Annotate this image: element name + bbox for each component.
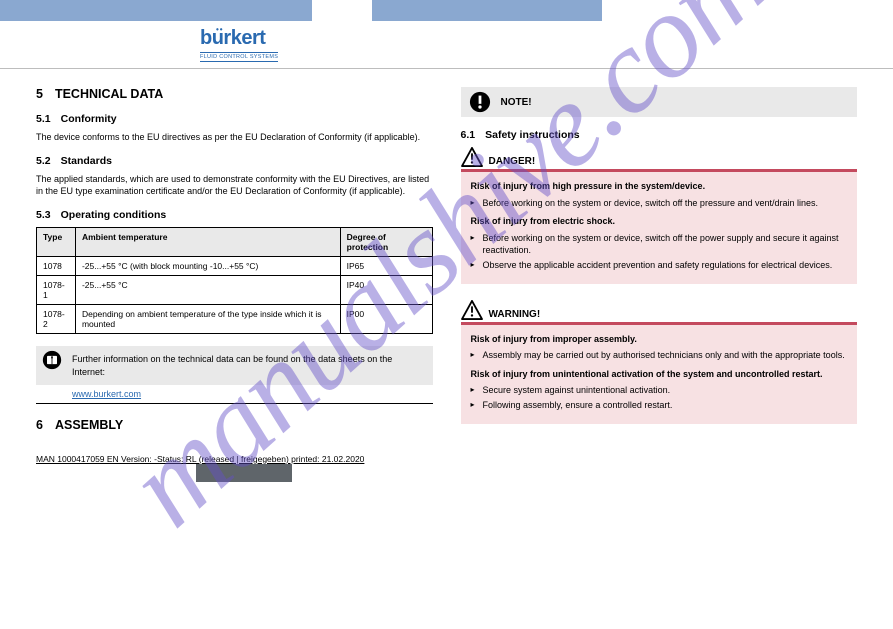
cell: -25...+55 °C (with block mounting -10...…: [75, 257, 340, 276]
section-5-heading: 5 TECHNICAL DATA: [36, 87, 433, 101]
hazard-lead: Risk of injury from improper assembly.: [471, 333, 848, 346]
danger-block: DANGER! Risk of injury from high pressur…: [461, 147, 858, 284]
top-tab-bar: [0, 0, 893, 21]
section-number: 6: [36, 418, 43, 432]
section-title: TECHNICAL DATA: [55, 87, 163, 101]
hazard-level: WARNING!: [489, 309, 541, 320]
cell: 1078-2: [37, 305, 76, 334]
hazard-list: Assembly may be carried out by authorise…: [471, 349, 848, 362]
paragraph: The device conforms to the EU directives…: [36, 131, 433, 143]
hazard-list: Before working on the system or device, …: [471, 232, 848, 272]
list-item: Following assembly, ensure a controlled …: [471, 399, 848, 412]
th-type: Type: [37, 228, 76, 257]
divider: [36, 403, 433, 404]
conditions-table: Type Ambient temperature Degree of prote…: [36, 227, 433, 334]
logo-brand: •• burkert: [200, 27, 300, 50]
tab-gap: [602, 0, 893, 21]
note-label: NOTE!: [501, 97, 532, 108]
hazard-level: DANGER!: [489, 156, 536, 167]
warning-triangle-icon: [461, 300, 483, 320]
exclamation-circle-icon: [469, 91, 491, 113]
cell: Depending on ambient temperature of the …: [75, 305, 340, 334]
cell: 1078: [37, 257, 76, 276]
notice-text: Further information on the technical dat…: [72, 354, 392, 376]
hazard-body: Risk of injury from high pressure in the…: [461, 172, 858, 284]
sub-title: Operating conditions: [61, 209, 167, 221]
warning-block: WARNING! Risk of injury from improper as…: [461, 300, 858, 424]
logo: •• burkert FLUID CONTROL SYSTEMS: [200, 27, 300, 62]
list-item: Observe the applicable accident preventi…: [471, 259, 848, 272]
list-item: Before working on the system or device, …: [471, 197, 848, 210]
sub-number: 6.1: [461, 129, 476, 141]
sub-title: Standards: [61, 155, 112, 167]
warning-triangle-icon: [461, 147, 483, 167]
hazard-list: Before working on the system or device, …: [471, 197, 848, 210]
th-ambient: Ambient temperature: [75, 228, 340, 257]
sub-number: 5.3: [36, 209, 51, 221]
subsection-6-1: 6.1 Safety instructions: [461, 129, 858, 141]
logo-brand-text: burkert: [200, 27, 265, 49]
section-title: ASSEMBLY: [55, 418, 123, 432]
hazard-list: Secure system against unintentional acti…: [471, 384, 848, 411]
cell: IP40: [340, 276, 432, 305]
page-body: 5 TECHNICAL DATA 5.1 Conformity The device…: [0, 69, 893, 450]
note-bar: NOTE!: [461, 87, 858, 117]
burkert-link[interactable]: www.burkert.com: [72, 389, 141, 399]
cell: IP65: [340, 257, 432, 276]
paragraph: The applied standards, which are used to…: [36, 173, 433, 197]
footer: MAN 1000417059 EN Version: -Status: RL (…: [0, 450, 893, 464]
hazard-lead: Risk of injury from high pressure in the…: [471, 180, 848, 193]
right-column: NOTE! 6.1 Safety instructions DANGER! Ris…: [461, 87, 858, 440]
hazard-body: Risk of injury from improper assembly. A…: [461, 325, 858, 424]
footer-block: [196, 464, 292, 482]
sub-number: 5.2: [36, 155, 51, 167]
table-row: 1078 -25...+55 °C (with block mounting -…: [37, 257, 433, 276]
subsection-5-1: 5.1 Conformity: [36, 113, 433, 125]
logo-tagline: FLUID CONTROL SYSTEMS: [200, 52, 278, 62]
sub-title: Conformity: [61, 113, 117, 125]
list-item: Secure system against unintentional acti…: [471, 384, 848, 397]
th-ip: Degree of protection: [340, 228, 432, 257]
footer-text: MAN 1000417059 EN Version: -Status: RL (…: [36, 454, 364, 464]
sub-title: Safety instructions: [485, 129, 580, 141]
subsection-5-2: 5.2 Standards: [36, 155, 433, 167]
list-item: Before working on the system or device, …: [471, 232, 848, 257]
header: •• burkert FLUID CONTROL SYSTEMS: [0, 21, 893, 69]
manual-icon: [42, 350, 62, 370]
left-column: 5 TECHNICAL DATA 5.1 Conformity The device…: [36, 87, 433, 440]
link-row: www.burkert.com: [36, 387, 433, 403]
subsection-5-3: 5.3 Operating conditions: [36, 209, 433, 221]
table-row: 1078-2 Depending on ambient temperature …: [37, 305, 433, 334]
section-number: 5: [36, 87, 43, 101]
tab-segment: [0, 0, 312, 21]
tab-segment: [372, 0, 602, 21]
hazard-header: DANGER!: [461, 147, 858, 172]
list-item: Assembly may be carried out by authorise…: [471, 349, 848, 362]
hazard-lead: Risk of injury from electric shock.: [471, 215, 848, 228]
hazard-lead: Risk of injury from unintentional activa…: [471, 368, 848, 381]
sub-number: 5.1: [36, 113, 51, 125]
cell: -25...+55 °C: [75, 276, 340, 305]
table-row: 1078-1 -25...+55 °C IP40: [37, 276, 433, 305]
info-notice: Further information on the technical dat…: [36, 346, 433, 384]
tab-gap: [312, 0, 372, 21]
cell: 1078-1: [37, 276, 76, 305]
section-6-heading: 6 ASSEMBLY: [36, 418, 433, 432]
hazard-header: WARNING!: [461, 300, 858, 325]
cell: IP00: [340, 305, 432, 334]
